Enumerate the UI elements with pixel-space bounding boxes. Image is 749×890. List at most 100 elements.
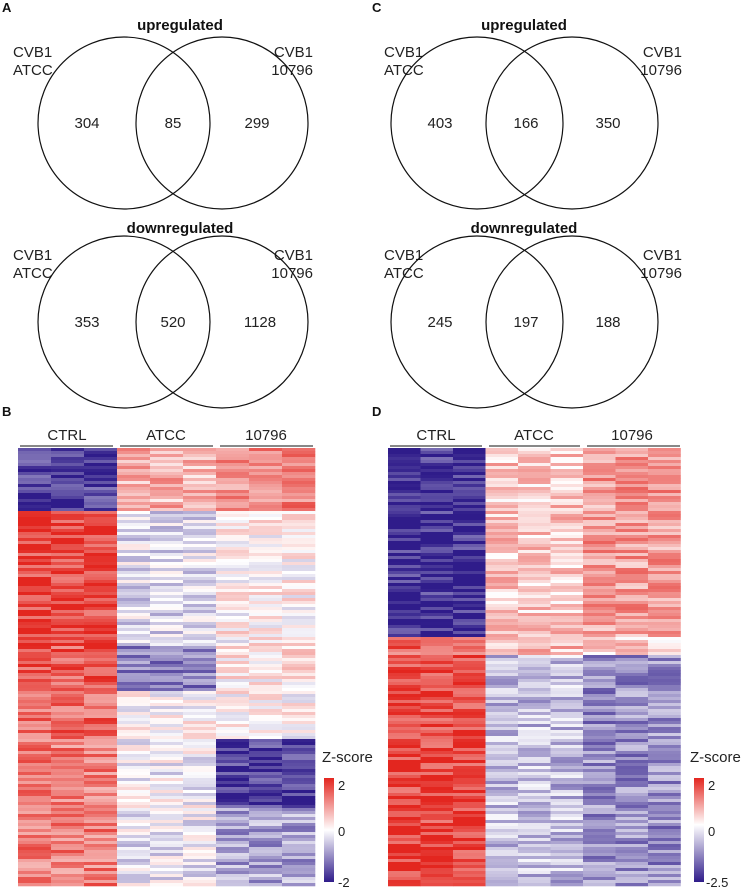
heatmap-cell bbox=[485, 859, 519, 863]
heatmap-cell bbox=[117, 814, 151, 818]
heatmap-cell bbox=[583, 547, 616, 551]
heatmap-cell bbox=[615, 730, 649, 734]
heatmap-cell bbox=[84, 730, 118, 734]
heatmap-cell bbox=[150, 784, 184, 788]
heatmap-cell bbox=[183, 496, 217, 500]
heatmap-cell bbox=[282, 547, 316, 551]
heatmap-cell bbox=[282, 589, 316, 593]
heatmap-cell bbox=[183, 754, 217, 758]
heatmap-cell bbox=[51, 568, 85, 572]
heatmap-cell bbox=[420, 871, 454, 875]
heatmap-cell bbox=[216, 532, 250, 536]
heatmap-cell bbox=[216, 820, 250, 824]
heatmap-cell bbox=[117, 736, 151, 740]
heatmap-cell bbox=[615, 622, 649, 626]
heatmap-cell bbox=[453, 751, 486, 755]
heatmap-cell bbox=[550, 589, 584, 593]
heatmap-cell bbox=[249, 685, 283, 689]
heatmap-cell bbox=[216, 793, 250, 797]
heatmap-cell bbox=[282, 478, 316, 482]
heatmap-cell bbox=[183, 742, 217, 746]
heatmap-cell bbox=[485, 559, 519, 563]
heatmap-cell bbox=[388, 469, 421, 473]
heatmap-cell bbox=[183, 802, 217, 806]
heatmap-cell bbox=[388, 475, 421, 479]
heatmap-cell bbox=[150, 502, 184, 506]
heatmap-cell bbox=[583, 706, 616, 710]
heatmap-cell bbox=[282, 487, 316, 491]
heatmap-cell bbox=[84, 874, 118, 878]
heatmap-cell bbox=[51, 835, 85, 839]
heatmap-cell bbox=[648, 874, 681, 878]
heatmap-cell bbox=[518, 700, 551, 704]
heatmap-cell bbox=[518, 514, 551, 518]
heatmap-cell bbox=[420, 580, 454, 584]
heatmap-cell bbox=[420, 796, 454, 800]
heatmap-cell bbox=[615, 673, 649, 677]
heatmap-cell bbox=[648, 805, 681, 809]
heatmap-cell bbox=[615, 478, 649, 482]
heatmap-cell bbox=[51, 727, 85, 731]
heatmap-cell bbox=[420, 724, 454, 728]
heatmap-cell bbox=[51, 478, 85, 482]
heatmap-cell bbox=[453, 508, 486, 512]
heatmap-cell bbox=[183, 607, 217, 611]
heatmap-cell bbox=[216, 580, 250, 584]
heatmap-cell bbox=[282, 457, 316, 461]
heatmap-cell bbox=[117, 742, 151, 746]
heatmap-cell bbox=[282, 535, 316, 539]
colorbar bbox=[694, 778, 704, 882]
heatmap-cell bbox=[216, 694, 250, 698]
heatmap-cell bbox=[282, 715, 316, 719]
heatmap-cell bbox=[183, 505, 217, 509]
heatmap-cell bbox=[84, 706, 118, 710]
heatmap-cell bbox=[550, 883, 584, 887]
heatmap-cell bbox=[183, 484, 217, 488]
heatmap-cell bbox=[485, 781, 519, 785]
heatmap-cell bbox=[453, 454, 486, 458]
heatmap-cell bbox=[648, 700, 681, 704]
heatmap-cell bbox=[150, 562, 184, 566]
heatmap-cell bbox=[249, 676, 283, 680]
heatmap-cell bbox=[51, 574, 85, 578]
heatmap-cell bbox=[518, 625, 551, 629]
heatmap-cell bbox=[485, 823, 519, 827]
heatmap-cell bbox=[485, 565, 519, 569]
heatmap-cell bbox=[453, 523, 486, 527]
heatmap-cell bbox=[282, 862, 316, 866]
heatmap-cell bbox=[117, 745, 151, 749]
heatmap-cell bbox=[420, 745, 454, 749]
heatmap-cell bbox=[84, 661, 118, 665]
heatmap-cell bbox=[583, 736, 616, 740]
heatmap-cell bbox=[18, 526, 52, 530]
heatmap-cell bbox=[216, 814, 250, 818]
heatmap-cell bbox=[249, 487, 283, 491]
heatmap-cell bbox=[51, 691, 85, 695]
heatmap-cell bbox=[18, 562, 52, 566]
heatmap-cell bbox=[388, 559, 421, 563]
heatmap-cell bbox=[550, 706, 584, 710]
heatmap-cell bbox=[282, 772, 316, 776]
heatmap-cell bbox=[615, 679, 649, 683]
heatmap-cell bbox=[183, 784, 217, 788]
heatmap-cell bbox=[282, 454, 316, 458]
heatmap-cell bbox=[216, 808, 250, 812]
heatmap-cell bbox=[183, 685, 217, 689]
heatmap-cell bbox=[518, 607, 551, 611]
heatmap-cell bbox=[51, 610, 85, 614]
heatmap-cell bbox=[183, 880, 217, 884]
heatmap-cell bbox=[615, 721, 649, 725]
venn-a-upregulated: upregulated CVB1 ATCC CVB1 10796 304 85 … bbox=[13, 17, 313, 210]
heatmap-cell bbox=[282, 835, 316, 839]
heatmap-cell bbox=[84, 523, 118, 527]
heatmap-cell bbox=[216, 712, 250, 716]
heatmap-cell bbox=[550, 481, 584, 485]
heatmap-cell bbox=[216, 541, 250, 545]
heatmap-cell bbox=[216, 511, 250, 515]
heatmap-cell bbox=[18, 508, 52, 512]
heatmap-cell bbox=[51, 547, 85, 551]
heatmap-cell bbox=[518, 808, 551, 812]
heatmap-cell bbox=[18, 634, 52, 638]
heatmap-cell bbox=[550, 793, 584, 797]
heatmap-cell bbox=[117, 580, 151, 584]
